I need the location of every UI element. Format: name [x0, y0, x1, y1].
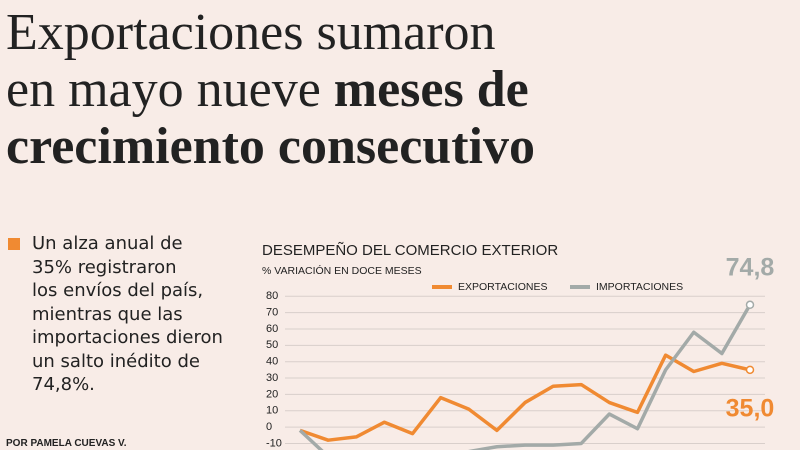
summary-line: Un alza anual de: [32, 233, 183, 254]
y-tick-label: 60: [266, 323, 278, 335]
series-line: [299, 353, 751, 442]
y-tick-label: 70: [266, 307, 278, 319]
summary-line: 74,8%.: [32, 374, 95, 395]
summary-line: mientras que las: [32, 303, 183, 325]
headline-text: en mayo nueve: [6, 61, 334, 118]
headline-line: crecimiento consecutivo: [6, 118, 535, 175]
summary-line: importaciones dieron: [32, 327, 223, 348]
point-marker: [745, 365, 755, 375]
y-tick-label: 50: [266, 339, 278, 351]
headline-text: crecimiento consecutivo: [6, 118, 535, 175]
chart-title: DESEMPEÑO DEL COMERCIO EXTERIOR: [262, 242, 558, 259]
headline: Exportaciones sumaron en mayo nueve meses…: [6, 4, 535, 175]
byline: POR PAMELA CUEVAS V.: [6, 438, 127, 449]
summary: Un alza anual de 35% registraron los envío…: [8, 232, 223, 397]
y-tick-label: 40: [266, 356, 278, 368]
chart-subtitle: % VARIACIÓN EN DOCE MESES: [262, 264, 422, 277]
headline-line: en mayo nueve meses de: [6, 61, 535, 118]
point-marker: [745, 300, 755, 310]
legend-label: IMPORTACIONES: [596, 281, 683, 293]
y-tick-label: 30: [266, 372, 278, 384]
series-line: [298, 303, 752, 450]
summary-line: un salto inédito de: [32, 350, 200, 372]
headline-text: meses de: [333, 61, 529, 118]
headline-text: Exportaciones sumaron: [6, 4, 496, 61]
legend-label: EXPORTACIONES: [458, 281, 547, 293]
summary-line: los envíos del país,: [32, 280, 204, 301]
y-tick-label: 80: [266, 290, 278, 302]
y-tick-label: 10: [266, 405, 278, 417]
value-label: 35,0: [726, 394, 775, 422]
headline-line: Exportaciones sumaron: [6, 4, 535, 61]
value-label: 74,8: [726, 253, 775, 281]
bullet-icon: [8, 238, 20, 250]
y-tick-label: 20: [266, 388, 278, 400]
y-tick-label: -10: [266, 437, 282, 449]
summary-line: 35% registraron: [32, 256, 177, 278]
y-tick-label: 0: [266, 421, 272, 433]
